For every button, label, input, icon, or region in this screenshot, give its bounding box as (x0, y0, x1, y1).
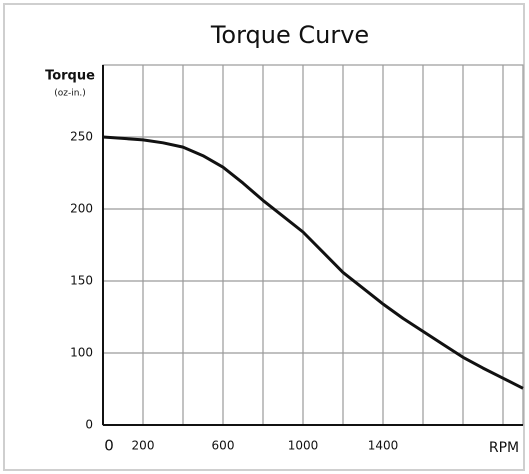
frame (3, 3, 525, 471)
y-axis-label: Torque (45, 69, 95, 84)
x-tick-label: 1000 (288, 439, 319, 453)
x-tick-label: 1400 (368, 439, 399, 453)
chart-title: Torque Curve (210, 21, 369, 49)
x-tick-label: 600 (212, 439, 235, 453)
torque-curve (102, 135, 524, 390)
x-tick-label: 0 (104, 437, 114, 455)
y-tick-label: 0 (85, 418, 93, 432)
y-tick-label: 250 (70, 130, 93, 144)
x-tick-label: 200 (132, 439, 155, 453)
y-axis-unit: (oz-in.) (54, 89, 86, 99)
y-tick-label: 200 (70, 202, 93, 216)
y-tick-label: 150 (70, 274, 93, 288)
y-tick-label: 100 (70, 346, 93, 360)
x-axis-label: RPM (489, 440, 519, 456)
